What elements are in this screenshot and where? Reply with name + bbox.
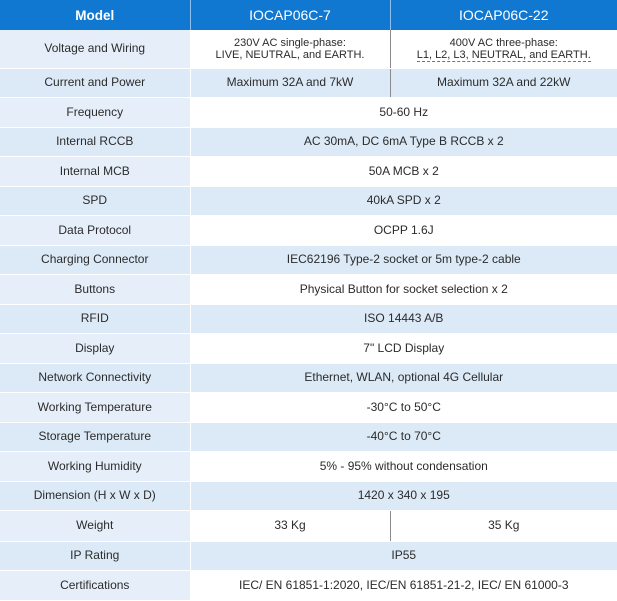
value-model-a: 33 Kg: [190, 510, 390, 541]
row-label: SPD: [0, 186, 190, 215]
row-value: 7" LCD Display: [190, 333, 617, 363]
row-value: IEC/ EN 61851-1:2020, IEC/EN 61851-21-2,…: [190, 570, 617, 600]
row-label: Working Temperature: [0, 392, 190, 422]
value-line: 230V AC single-phase:: [191, 37, 390, 49]
row-value: ISO 14443 A/B: [190, 304, 617, 333]
row-buttons: Buttons Physical Button for socket selec…: [0, 274, 617, 304]
value-line: LIVE, NEUTRAL, and EARTH.: [191, 49, 390, 61]
header-model-b: IOCAP06C-22: [390, 0, 617, 30]
row-label: Frequency: [0, 97, 190, 127]
row-working-humidity: Working Humidity 5% - 95% without conden…: [0, 451, 617, 481]
value-model-a: Maximum 32A and 7kW: [190, 68, 390, 97]
row-spd: SPD 40kA SPD x 2: [0, 186, 617, 215]
row-label: RFID: [0, 304, 190, 333]
row-label: Storage Temperature: [0, 422, 190, 451]
row-value: 40kA SPD x 2: [190, 186, 617, 215]
row-value: -30°C to 50°C: [190, 392, 617, 422]
row-storage-temperature: Storage Temperature -40°C to 70°C: [0, 422, 617, 451]
row-value: Physical Button for socket selection x 2: [190, 274, 617, 304]
row-label: Internal MCB: [0, 156, 190, 186]
row-label: IP Rating: [0, 541, 190, 570]
row-ip-rating: IP Rating IP55: [0, 541, 617, 570]
row-label: Data Protocol: [0, 215, 190, 245]
value-model-b: 400V AC three-phase: L1, L2, L3, NEUTRAL…: [390, 30, 617, 68]
row-charging-connector: Charging Connector IEC62196 Type-2 socke…: [0, 245, 617, 274]
row-value: AC 30mA, DC 6mA Type B RCCB x 2: [190, 127, 617, 156]
row-internal-rccb: Internal RCCB AC 30mA, DC 6mA Type B RCC…: [0, 127, 617, 156]
value-model-b: 35 Kg: [390, 510, 617, 541]
row-label: Weight: [0, 510, 190, 541]
row-label: Dimension (H x W x D): [0, 481, 190, 510]
row-weight: Weight 33 Kg 35 Kg: [0, 510, 617, 541]
row-value: 50A MCB x 2: [190, 156, 617, 186]
value-model-a: 230V AC single-phase: LIVE, NEUTRAL, and…: [190, 30, 390, 68]
row-value: IEC62196 Type-2 socket or 5m type-2 cabl…: [190, 245, 617, 274]
row-rfid: RFID ISO 14443 A/B: [0, 304, 617, 333]
row-label: Charging Connector: [0, 245, 190, 274]
header-row: Model IOCAP06C-7 IOCAP06C-22: [0, 0, 617, 30]
row-value: -40°C to 70°C: [190, 422, 617, 451]
row-frequency: Frequency 50-60 Hz: [0, 97, 617, 127]
row-value: OCPP 1.6J: [190, 215, 617, 245]
value-line: 400V AC three-phase:: [391, 37, 617, 49]
row-value: 50-60 Hz: [190, 97, 617, 127]
row-dimension: Dimension (H x W x D) 1420 x 340 x 195: [0, 481, 617, 510]
value-line: L1, L2, L3, NEUTRAL, and EARTH.: [391, 49, 617, 61]
header-model-a: IOCAP06C-7: [190, 0, 390, 30]
row-network-connectivity: Network Connectivity Ethernet, WLAN, opt…: [0, 363, 617, 392]
row-label: Certifications: [0, 570, 190, 600]
value-model-b: Maximum 32A and 22kW: [390, 68, 617, 97]
row-voltage-wiring: Voltage and Wiring 230V AC single-phase:…: [0, 30, 617, 68]
row-label: Voltage and Wiring: [0, 30, 190, 68]
row-label: Internal RCCB: [0, 127, 190, 156]
row-value: 5% - 95% without condensation: [190, 451, 617, 481]
row-label: Working Humidity: [0, 451, 190, 481]
row-label: Display: [0, 333, 190, 363]
row-certifications: Certifications IEC/ EN 61851-1:2020, IEC…: [0, 570, 617, 600]
value-text: L1, L2, L3, NEUTRAL, and EARTH.: [417, 49, 591, 62]
header-model-label: Model: [0, 0, 190, 30]
row-value: 1420 x 340 x 195: [190, 481, 617, 510]
row-display: Display 7" LCD Display: [0, 333, 617, 363]
row-value: IP55: [190, 541, 617, 570]
row-data-protocol: Data Protocol OCPP 1.6J: [0, 215, 617, 245]
row-current-power: Current and Power Maximum 32A and 7kW Ma…: [0, 68, 617, 97]
row-label: Buttons: [0, 274, 190, 304]
row-label: Current and Power: [0, 68, 190, 97]
row-value: Ethernet, WLAN, optional 4G Cellular: [190, 363, 617, 392]
row-label: Network Connectivity: [0, 363, 190, 392]
row-internal-mcb: Internal MCB 50A MCB x 2: [0, 156, 617, 186]
row-working-temperature: Working Temperature -30°C to 50°C: [0, 392, 617, 422]
